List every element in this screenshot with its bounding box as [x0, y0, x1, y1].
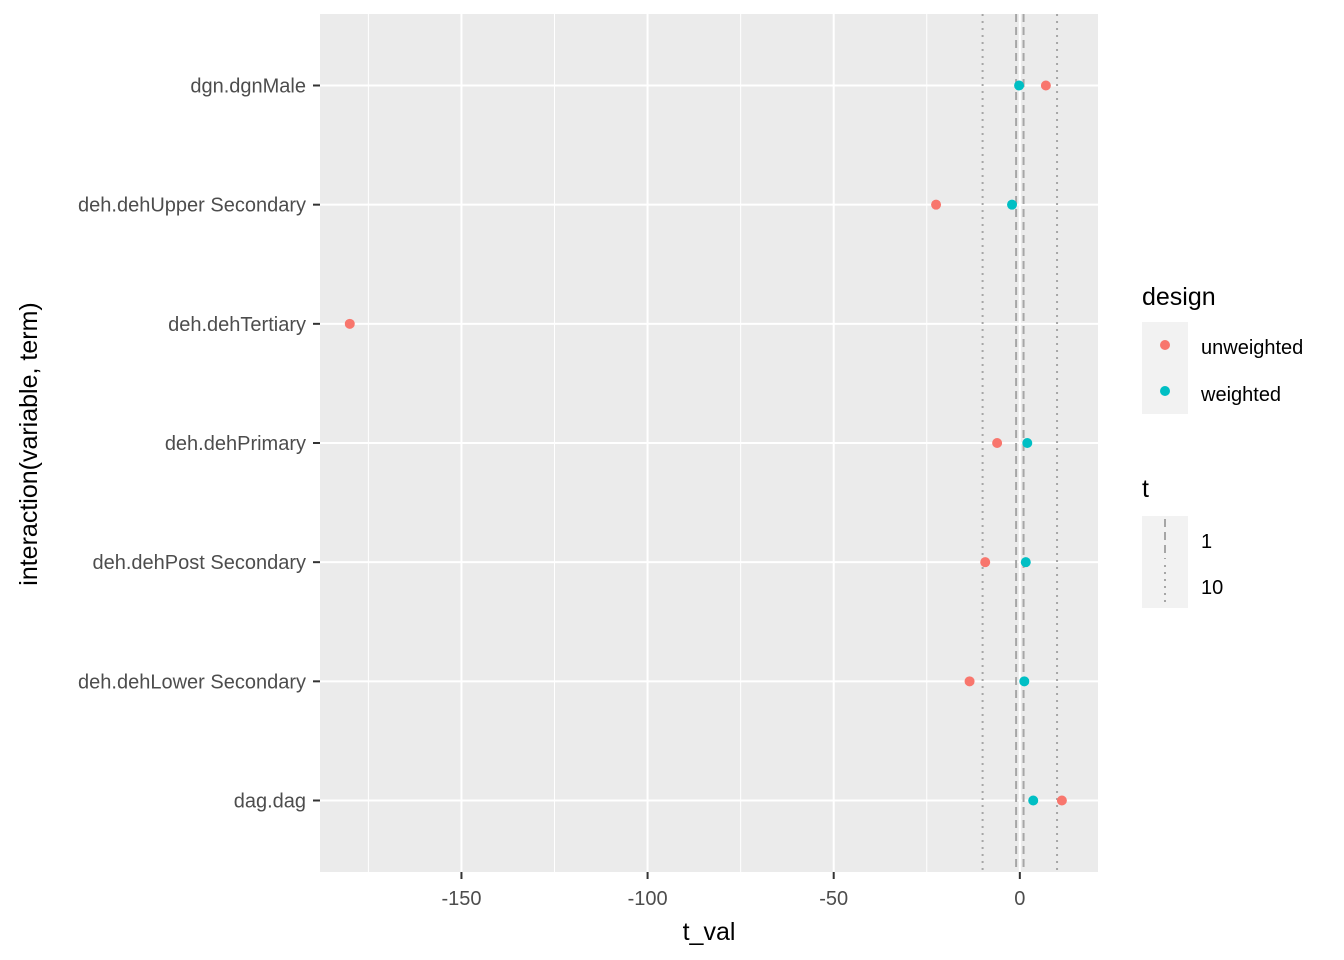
- point-unweighted-6: [1040, 80, 1051, 91]
- legend-label-weighted: weighted: [1200, 384, 1281, 406]
- legend-key-background: [1142, 322, 1188, 414]
- point-unweighted-5: [931, 199, 942, 210]
- point-unweighted-2: [980, 557, 991, 568]
- x-tick-label: -50: [819, 888, 848, 910]
- y-tick-label: deh.dehTertiary: [168, 314, 306, 336]
- x-axis: -150 -100 -50 0: [441, 872, 1025, 910]
- y-axis-title: interaction(variable, term): [15, 302, 43, 585]
- legend-key-unweighted-point: [1160, 340, 1170, 350]
- point-unweighted-0: [1056, 795, 1067, 806]
- point-unweighted-4: [344, 318, 355, 329]
- legend-design-title: design: [1142, 283, 1216, 311]
- x-axis-title: t_val: [683, 918, 736, 946]
- point-weighted-3: [1022, 438, 1033, 448]
- x-tick-label: -100: [628, 888, 668, 910]
- y-tick-label: deh.dehUpper Secondary: [78, 195, 306, 217]
- point-unweighted-3: [992, 438, 1003, 448]
- y-axis: dag.dag deh.dehLower Secondary deh.dehPost…: [78, 76, 320, 813]
- legend-t-title: t: [1142, 475, 1149, 503]
- point-weighted-6: [1014, 80, 1025, 91]
- point-weighted-1: [1019, 676, 1030, 687]
- legend-t: t 1 10: [1142, 475, 1223, 608]
- legend-label-10: 10: [1201, 577, 1223, 599]
- legend-design: design unweighted weighted: [1142, 283, 1303, 414]
- legend-key-weighted-point: [1160, 386, 1170, 396]
- legend-label-1: 1: [1201, 531, 1212, 553]
- x-tick-label: -150: [441, 888, 481, 910]
- legend-key-background: [1142, 516, 1188, 608]
- point-unweighted-1: [964, 676, 975, 687]
- x-tick-label: 0: [1014, 888, 1025, 910]
- point-weighted-0: [1028, 795, 1039, 806]
- data-points: [344, 80, 1067, 806]
- point-weighted-5: [1007, 199, 1018, 210]
- y-tick-label: dgn.dgnMale: [190, 76, 306, 98]
- y-tick-label: deh.dehPrimary: [165, 433, 306, 455]
- point-weighted-2: [1020, 557, 1031, 568]
- legend-label-unweighted: unweighted: [1201, 337, 1303, 359]
- y-tick-label: deh.dehLower Secondary: [78, 671, 306, 693]
- y-tick-label: dag.dag: [234, 791, 306, 813]
- y-tick-label: deh.dehPost Secondary: [93, 552, 307, 574]
